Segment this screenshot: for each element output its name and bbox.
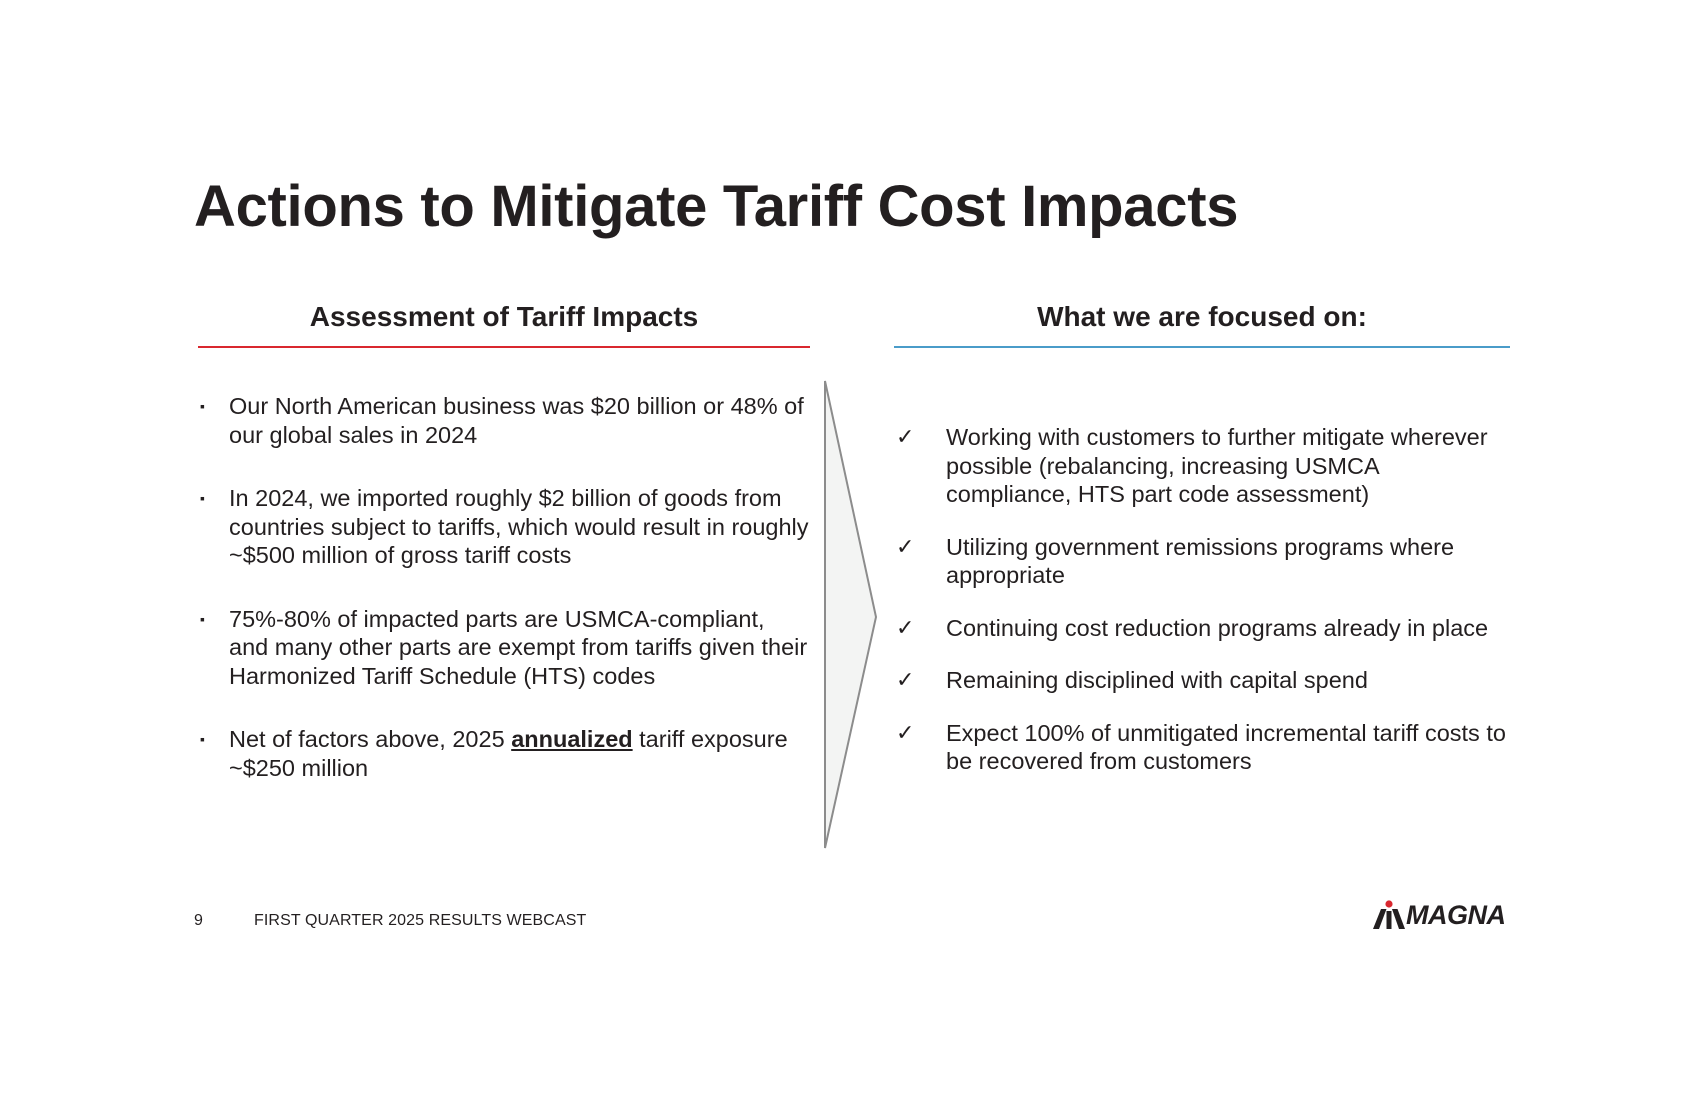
focus-header-rule: [894, 346, 1510, 348]
focus-item: ✓ Continuing cost reduction programs alr…: [896, 614, 1506, 643]
checkmark-icon: ✓: [896, 667, 915, 692]
exposure-text-lead: Net of factors above, 2025: [229, 726, 512, 752]
assessment-item-text: Net of factors above, 2025 annualized ta…: [200, 725, 810, 782]
assessment-list: ▪ Our North American business was $20 bi…: [200, 392, 810, 782]
magna-logo-icon: [1373, 900, 1405, 929]
magna-logo: MAGNA: [1372, 900, 1512, 930]
assessment-item: ▪ Our North American business was $20 bi…: [200, 392, 810, 449]
assessment-item: ▪ In 2024, we imported roughly $2 billio…: [200, 484, 810, 570]
square-bullet-icon: ▪: [200, 731, 205, 747]
page-number: 9: [194, 912, 203, 929]
focus-header: What we are focused on:: [1037, 301, 1367, 332]
assessment-item: ▪ Net of factors above, 2025 annualized …: [200, 725, 810, 782]
focus-item-text: Remaining disciplined with capital spend: [946, 667, 1368, 693]
assessment-item-text: 75%-80% of impacted parts are USMCA-comp…: [229, 605, 808, 689]
focus-item-text: Utilizing government remissions programs…: [946, 533, 1455, 589]
chevron-right-divider-icon: [824, 380, 878, 849]
focus-item: ✓ Remaining disciplined with capital spe…: [896, 666, 1506, 695]
assessment-header: Assessment of Tariff Impacts: [309, 301, 699, 332]
focus-item-text: Continuing cost reduction programs alrea…: [946, 614, 1489, 641]
square-bullet-icon: ▪: [200, 490, 205, 506]
checkmark-icon: ✓: [896, 614, 915, 640]
assessment-item-text: In 2024, we imported roughly $2 billion …: [229, 485, 809, 568]
assessment-item-text: Our North American business was $20 bill…: [229, 393, 804, 448]
exposure-text-tail: tariff exposure ~$250 million: [229, 726, 788, 781]
focus-item: ✓ Utilizing government remissions progra…: [896, 533, 1506, 590]
checkmark-icon: ✓: [896, 424, 915, 449]
slide-title: Actions to Mitigate Tariff Cost Impacts: [194, 174, 1239, 239]
focus-item-text: Expect 100% of unmitigated incremental t…: [946, 719, 1506, 775]
annualized-emphasis: annualized: [511, 726, 633, 752]
square-bullet-icon: ▪: [200, 398, 205, 414]
checkmark-icon: ✓: [896, 533, 915, 559]
focus-item: ✓ Working with customers to further miti…: [896, 423, 1506, 509]
focus-item-text: Working with customers to further mitiga…: [946, 424, 1488, 507]
focus-list: ✓ Working with customers to further miti…: [896, 423, 1506, 776]
magna-logo-text: MAGNA: [1406, 900, 1506, 930]
assessment-item: ▪ 75%-80% of impacted parts are USMCA-co…: [200, 605, 810, 691]
square-bullet-icon: ▪: [200, 610, 205, 627]
checkmark-icon: ✓: [896, 719, 915, 745]
footer-title: FIRST QUARTER 2025 RESULTS WEBCAST: [254, 912, 587, 929]
assessment-header-rule: [198, 346, 810, 348]
focus-item: ✓ Expect 100% of unmitigated incremental…: [896, 719, 1506, 776]
